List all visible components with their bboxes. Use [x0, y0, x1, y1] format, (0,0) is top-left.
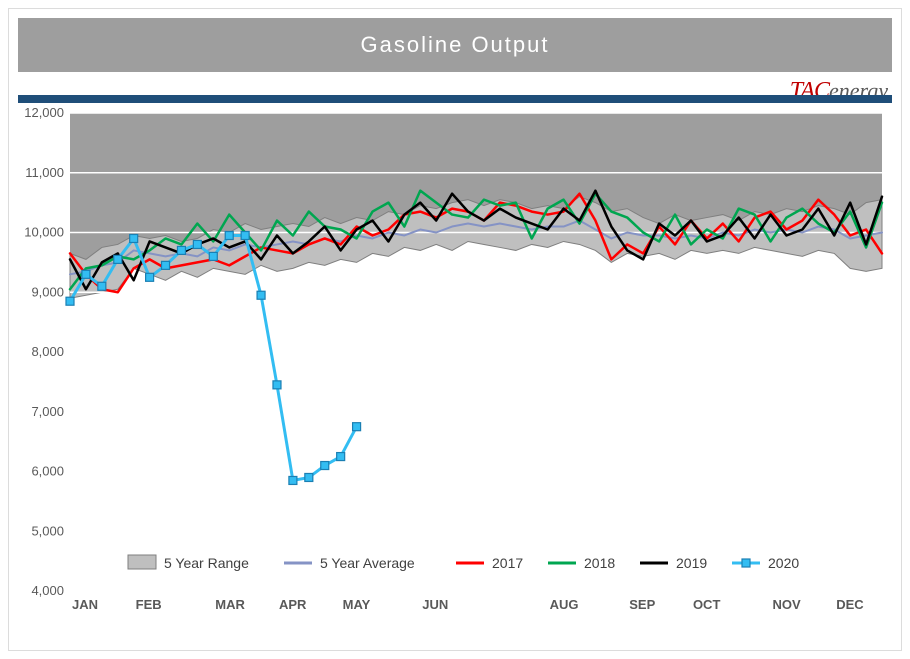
series-2020-marker: [146, 273, 154, 281]
chart-title-bar: Gasoline Output: [18, 18, 892, 72]
series-2020-marker: [273, 381, 281, 389]
y-tick-label: 5,000: [31, 523, 64, 538]
y-tick-label: 11,000: [25, 165, 64, 180]
x-tick-label: MAR: [215, 597, 245, 612]
legend-label: 5 Year Range: [164, 555, 249, 571]
legend-label: 2017: [492, 555, 523, 571]
series-2020-marker: [353, 423, 361, 431]
y-tick-label: 10,000: [24, 225, 64, 240]
series-2020-marker: [177, 246, 185, 254]
y-tick-label: 9,000: [31, 284, 64, 299]
series-2020-marker: [209, 252, 217, 260]
series-2020-marker: [321, 462, 329, 470]
x-tick-label: FEB: [136, 597, 162, 612]
series-2020-marker: [305, 473, 313, 481]
chart-area: 4,000 5,000 6,000 7,000 8,000 9,000 10,000 11,0…: [18, 105, 892, 641]
series-2020-marker: [225, 231, 233, 239]
x-tick-label: AUG: [550, 597, 579, 612]
x-tick-label: SEP: [629, 597, 655, 612]
legend-label: 5 Year Average: [320, 555, 415, 571]
x-tick-label: OCT: [693, 597, 721, 612]
x-tick-label: NOV: [773, 597, 802, 612]
header-rule: [18, 95, 892, 103]
chart-title: Gasoline Output: [361, 32, 550, 58]
series-2020-marker: [289, 476, 297, 484]
series-2020-marker: [337, 453, 345, 461]
series-2020-marker: [257, 291, 265, 299]
x-tick-label: JUN: [422, 597, 448, 612]
legend-label: 2020: [768, 555, 799, 571]
series-2020-marker: [130, 234, 138, 242]
series-2020-marker: [82, 270, 90, 278]
legend-label: 2019: [676, 555, 707, 571]
x-tick-label: JAN: [72, 597, 98, 612]
series-2020-marker: [98, 282, 106, 290]
series-2020-marker: [241, 231, 249, 239]
series-2020-marker: [162, 261, 170, 269]
y-tick-label: 4,000: [31, 583, 64, 598]
series-2020-marker: [66, 297, 74, 305]
y-tick-label: 7,000: [31, 404, 64, 419]
x-tick-label: MAY: [343, 597, 371, 612]
legend-label: 2018: [584, 555, 615, 571]
x-tick-label: APR: [279, 597, 307, 612]
series-2020-marker: [114, 255, 122, 263]
y-tick-label: 8,000: [31, 344, 64, 359]
y-tick-label: 6,000: [31, 464, 64, 479]
y-tick-label: 12,000: [24, 105, 64, 120]
series-2020-marker: [193, 240, 201, 248]
x-tick-label: DEC: [836, 597, 864, 612]
